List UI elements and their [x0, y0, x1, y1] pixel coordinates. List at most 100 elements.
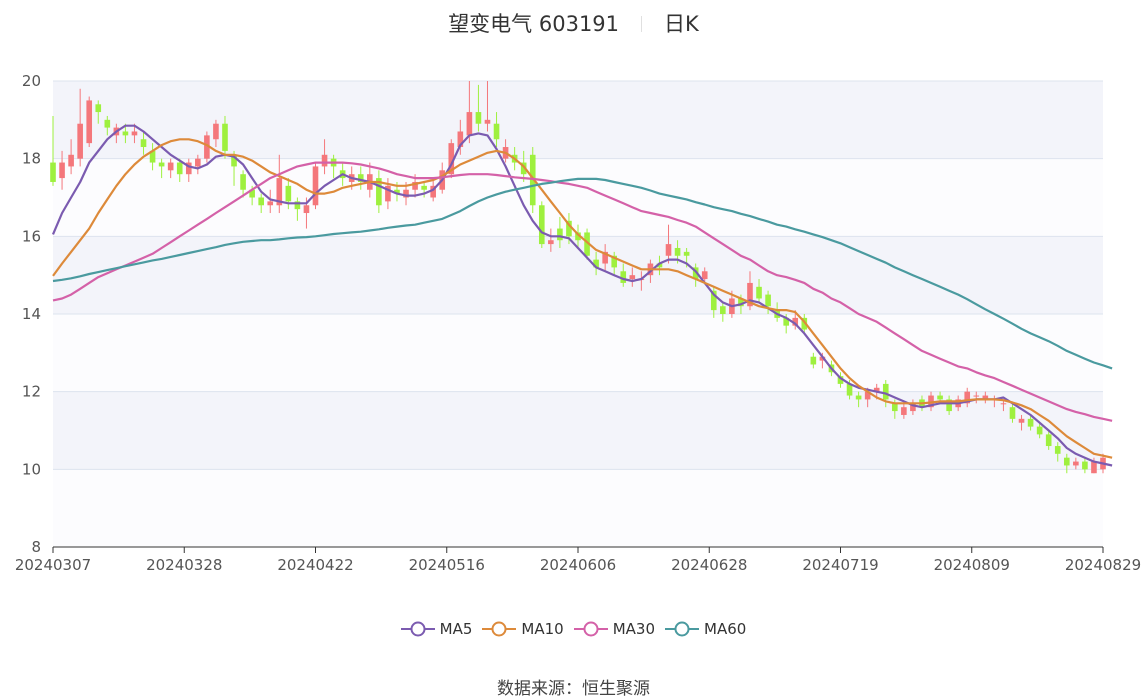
- candle: [1091, 457, 1097, 474]
- candle-body: [213, 123, 219, 140]
- candle: [538, 201, 545, 248]
- candle: [801, 314, 808, 334]
- candle: [1073, 457, 1079, 470]
- source-label: 数据来源：: [497, 679, 582, 699]
- candle-body: [656, 263, 663, 268]
- x-tick-label: 20240606: [540, 556, 616, 574]
- candle-body: [611, 255, 618, 268]
- candle-body: [303, 205, 310, 214]
- candle: [620, 263, 627, 287]
- candle: [77, 88, 83, 167]
- x-tick-label: 20240809: [934, 556, 1010, 574]
- candle-body: [928, 395, 934, 408]
- candle: [312, 162, 319, 210]
- legend-item-ma60[interactable]: MA60: [665, 620, 746, 638]
- candle-body: [901, 407, 907, 415]
- candle-body: [520, 162, 527, 175]
- candle: [95, 100, 102, 124]
- candle: [529, 147, 536, 214]
- candle-body: [122, 131, 129, 136]
- legend-marker-icon: [482, 621, 517, 637]
- candle: [195, 154, 201, 175]
- candle: [928, 391, 934, 412]
- candle-body: [846, 383, 853, 396]
- candle: [185, 158, 192, 182]
- candle-body: [167, 162, 174, 171]
- legend-item-ma30[interactable]: MA30: [573, 620, 655, 638]
- candle: [376, 170, 382, 214]
- candle-body: [629, 275, 636, 280]
- data-source: 数据来源：恒生聚源: [0, 674, 1147, 699]
- candle-body: [1082, 461, 1088, 470]
- candle: [86, 96, 93, 148]
- candle-body: [855, 395, 862, 400]
- candle-body: [756, 286, 762, 299]
- candle-body: [149, 150, 156, 163]
- candle-body: [674, 247, 681, 256]
- candle-body: [584, 232, 590, 256]
- legend-item-ma10[interactable]: MA10: [482, 620, 564, 638]
- x-tick-label: 20240829: [1065, 556, 1141, 574]
- candle-body: [484, 119, 491, 124]
- candle-body: [1091, 461, 1097, 474]
- legend-item-ma5[interactable]: MA5: [400, 620, 473, 638]
- candle: [213, 119, 219, 148]
- candle-body: [837, 376, 844, 384]
- candle: [294, 197, 301, 221]
- candle-body: [185, 162, 192, 175]
- candle: [1063, 453, 1070, 474]
- candle-body: [566, 220, 572, 237]
- candle-body: [475, 112, 482, 124]
- candle-body: [176, 162, 183, 175]
- y-tick-label: 16: [22, 227, 41, 245]
- background-bands: [53, 81, 1103, 547]
- candle-body: [665, 244, 672, 256]
- candle: [59, 150, 65, 190]
- candle: [629, 267, 636, 287]
- x-tick-label: 20240628: [671, 556, 747, 574]
- candle: [1000, 399, 1007, 412]
- candle: [1054, 442, 1061, 462]
- candle: [475, 84, 482, 132]
- candle: [267, 189, 274, 214]
- stock-name: 望变电气 603191: [448, 12, 620, 36]
- y-tick-label: 10: [22, 460, 41, 478]
- candle-body: [104, 119, 111, 128]
- chart-title: 望变电气 603191 日K: [0, 8, 1147, 38]
- candle-body: [747, 282, 753, 307]
- candle-body: [548, 240, 554, 245]
- candle-body: [575, 232, 581, 241]
- y-tick-label: 12: [22, 383, 41, 401]
- candle-body: [457, 131, 464, 148]
- candle-body: [466, 112, 473, 136]
- candle-body: [946, 399, 952, 412]
- candle: [611, 251, 618, 276]
- candle-body: [1054, 446, 1061, 454]
- candle-body: [819, 356, 826, 361]
- candle: [584, 228, 590, 260]
- candle: [176, 158, 183, 182]
- candle-body: [683, 251, 690, 256]
- candle-body: [204, 135, 210, 159]
- candle: [321, 139, 328, 175]
- period-label[interactable]: 日K: [664, 12, 699, 36]
- candle-body: [1027, 418, 1034, 427]
- y-tick-label: 20: [22, 72, 41, 90]
- candle: [1036, 422, 1043, 439]
- candle-body: [765, 294, 771, 307]
- candle-body: [50, 162, 56, 182]
- candle-body: [910, 403, 916, 412]
- x-tick-label: 20240422: [277, 556, 353, 574]
- candle-body: [276, 178, 283, 206]
- candle-body: [720, 306, 726, 314]
- candle-body: [357, 174, 364, 182]
- candle-body: [783, 317, 789, 326]
- candle: [557, 216, 563, 248]
- candle-body: [140, 139, 147, 148]
- x-tick-label: 20240719: [802, 556, 878, 574]
- candle-body: [158, 162, 165, 167]
- candle: [276, 154, 283, 214]
- legend-label: MA10: [521, 620, 564, 638]
- legend-label: MA5: [439, 620, 473, 638]
